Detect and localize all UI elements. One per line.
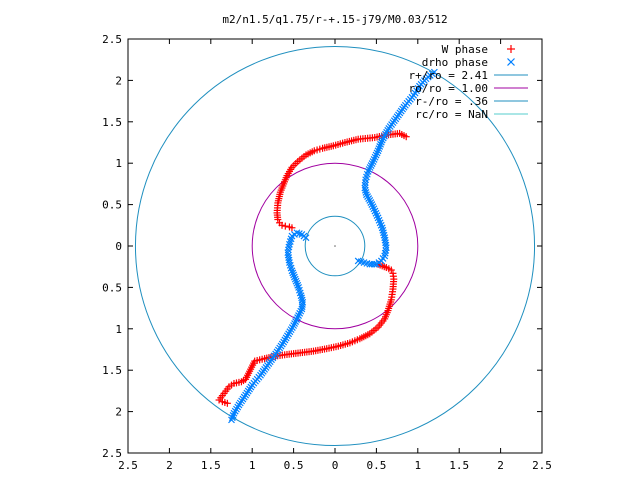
x-tick-label: 1 xyxy=(249,459,256,472)
point-plus-0 xyxy=(288,224,296,232)
y-tick-label: 0 xyxy=(115,240,122,253)
legend-label: rc/ro = NaN xyxy=(415,108,488,121)
point-cross-1 xyxy=(291,312,302,327)
x-tick-label: 0.5 xyxy=(366,459,386,472)
point-cross-1 xyxy=(228,409,238,422)
point-cross-1 xyxy=(266,348,281,366)
point-cross-1 xyxy=(295,283,304,297)
y-tick-label: 2 xyxy=(115,406,122,419)
point-plus-0 xyxy=(298,347,317,357)
point-plus-0 xyxy=(358,330,374,342)
point-cross-1 xyxy=(236,391,250,407)
radius-circle-0 xyxy=(134,45,536,447)
point-plus-0 xyxy=(277,180,288,194)
y-tick-label: 1 xyxy=(115,157,122,170)
x-tick-label: 1.5 xyxy=(449,459,469,472)
point-plus-0 xyxy=(274,350,291,360)
point-cross-1 xyxy=(291,275,302,289)
legend-label: r+/ro = 2.41 xyxy=(409,69,488,82)
point-plus-0 xyxy=(368,323,382,336)
point-plus-0 xyxy=(281,222,289,230)
point-plus-0 xyxy=(278,221,286,229)
point-cross-1 xyxy=(366,197,377,211)
point-plus-0 xyxy=(382,264,393,273)
point-cross-1 xyxy=(258,360,273,377)
legend-swatch xyxy=(507,45,515,53)
point-plus-0 xyxy=(385,296,395,312)
point-cross-1 xyxy=(286,259,295,272)
x-tick-label: 2.5 xyxy=(532,459,552,472)
y-tick-label: 1.5 xyxy=(102,364,122,377)
point-cross-1 xyxy=(395,101,409,119)
point-plus-0 xyxy=(388,285,397,301)
point-cross-1 xyxy=(243,381,256,397)
radius-circles xyxy=(134,45,536,447)
legend-label: W phase xyxy=(442,43,488,56)
x-tick-label: 2 xyxy=(166,459,173,472)
x-tick-label: 0 xyxy=(332,459,339,472)
point-cross-1 xyxy=(379,124,393,142)
point-cross-1 xyxy=(286,232,296,246)
point-cross-1 xyxy=(386,113,401,130)
point-plus-0 xyxy=(325,342,342,352)
x-tick-label: 2 xyxy=(497,459,504,472)
y-tick-label: 1 xyxy=(115,323,122,336)
y-tick-label: 2.5 xyxy=(102,33,122,46)
point-plus-0 xyxy=(284,163,296,178)
point-cross-1 xyxy=(288,267,298,281)
point-plus-0 xyxy=(285,349,304,358)
radius-circle-1 xyxy=(251,162,419,330)
point-plus-0 xyxy=(223,399,231,407)
point-plus-0 xyxy=(228,379,238,389)
point-cross-1 xyxy=(375,136,386,153)
x-tick-label: 0.5 xyxy=(284,459,304,472)
x-tick-label: 1.5 xyxy=(201,459,221,472)
legend-label: drho phase xyxy=(422,56,488,69)
point-plus-0 xyxy=(215,396,223,404)
point-cross-1 xyxy=(365,158,377,173)
point-plus-0 xyxy=(357,134,379,143)
point-cross-1 xyxy=(284,240,293,254)
point-plus-0 xyxy=(337,339,354,350)
legend-label: ro/ro = 1.00 xyxy=(409,82,488,95)
point-plus-0 xyxy=(296,151,310,164)
point-plus-0 xyxy=(274,188,284,205)
point-cross-1 xyxy=(370,205,381,219)
point-plus-0 xyxy=(304,147,318,158)
point-cross-1 xyxy=(231,401,243,415)
point-cross-1 xyxy=(354,257,362,265)
point-plus-0 xyxy=(321,142,337,152)
point-plus-0 xyxy=(312,345,331,355)
point-cross-1 xyxy=(370,147,382,163)
axis-ticks: 2.5 2 1.5 1 0.5 0 0.5 1 1.5 2 2.52.521.510.500.511… xyxy=(102,33,552,472)
chart-title: m2/n1.5/q1.75/r-+.15-j79/M0.03/512 xyxy=(222,13,447,26)
y-tick-label: 0.5 xyxy=(102,199,122,212)
y-tick-label: 2 xyxy=(115,74,122,87)
point-cross-1 xyxy=(374,214,385,229)
point-plus-0 xyxy=(332,139,349,149)
point-cross-1 xyxy=(228,416,235,424)
point-cross-1 xyxy=(378,224,388,239)
point-cross-1 xyxy=(361,184,370,196)
radius-circle-2 xyxy=(304,215,366,277)
legend-label: r-/ro = .36 xyxy=(415,95,488,108)
point-plus-0 xyxy=(376,315,389,329)
origin-dot xyxy=(334,245,336,247)
point-cross-1 xyxy=(274,338,288,354)
point-cross-1 xyxy=(381,234,390,249)
x-tick-label: 2.5 xyxy=(118,459,138,472)
y-tick-label: 2.5 xyxy=(102,447,122,460)
y-tick-label: 0.5 xyxy=(102,281,122,294)
point-plus-0 xyxy=(217,389,228,402)
point-plus-0 xyxy=(343,135,362,146)
y-tick-label: 1.5 xyxy=(102,116,122,129)
legend-swatch xyxy=(507,58,515,66)
x-tick-label: 1 xyxy=(414,459,421,472)
point-plus-0 xyxy=(274,216,282,224)
point-plus-0 xyxy=(387,266,395,274)
data-series xyxy=(215,68,438,424)
